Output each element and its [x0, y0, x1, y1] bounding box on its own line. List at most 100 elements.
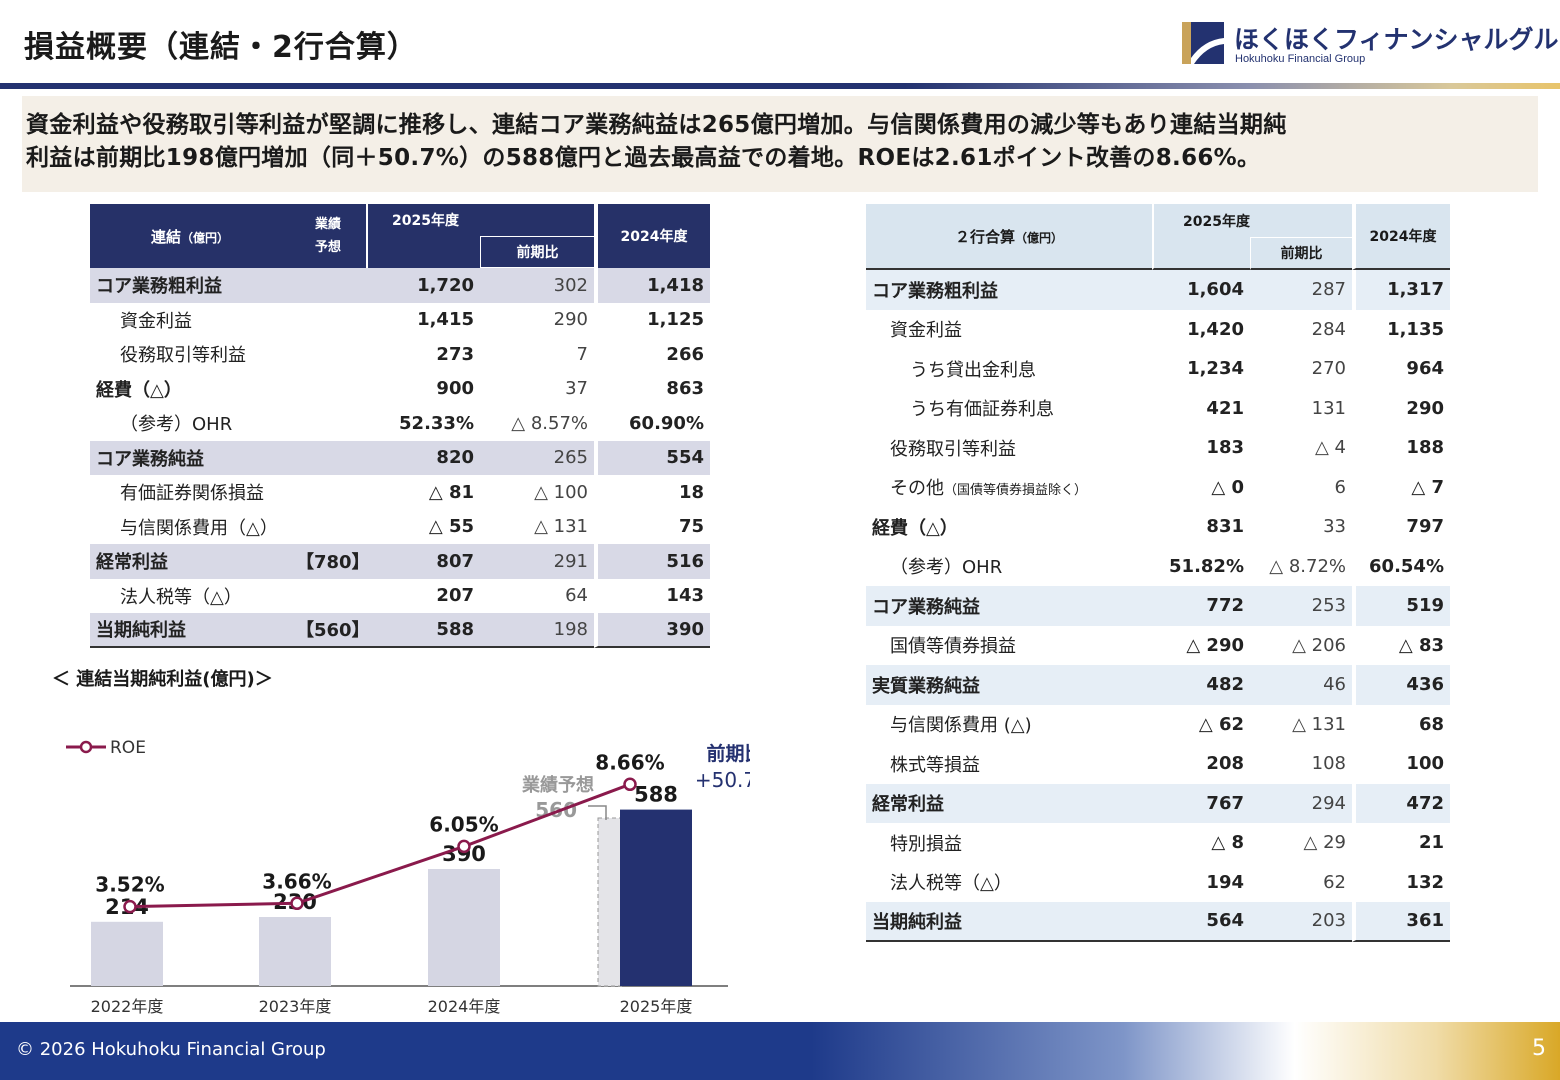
- table-row: 資金利益 1,420 284 1,135: [866, 309, 1450, 349]
- row-label-text: 特別損益: [890, 833, 962, 855]
- fy2025-cell: △ 62: [1198, 713, 1244, 735]
- table-row: コア業務粗利益 1,720 302 1,418: [90, 268, 710, 303]
- yoy-cell: 265: [480, 440, 594, 475]
- legend-marker: [79, 740, 93, 754]
- yoy-cell: 46: [1250, 665, 1352, 705]
- roe-point: [457, 839, 471, 854]
- roe-value-label: 3.66%: [262, 869, 331, 893]
- fy2025-cell: 807: [366, 544, 480, 579]
- forecast-cell: 【560】: [290, 613, 366, 648]
- table-row: うち有価証券利息 421 131 290: [866, 388, 1450, 428]
- fy2025-cell: △ 55: [428, 516, 474, 538]
- fy2025-cell: △ 290: [1186, 634, 1244, 656]
- header-fy2025: 2025年度: [1152, 204, 1250, 237]
- row-label-text: 資金利益: [890, 320, 962, 342]
- fy2024-cell: 472: [1352, 783, 1450, 823]
- company-logo: ほくほくフィナンシャルグループ Hokuhoku Financial Group: [1182, 22, 1560, 68]
- row-label: 役務取引等利益: [120, 345, 246, 367]
- fy2024-cell: 964: [1352, 349, 1450, 389]
- logo-english-text: Hokuhoku Financial Group: [1235, 53, 1366, 65]
- table-row: コア業務粗利益 1,604 287 1,317: [866, 270, 1450, 310]
- row-label-text: 株式等損益: [890, 754, 980, 776]
- row-label: コア業務純益: [90, 440, 290, 475]
- chart-title: ＜ 連結当期純利益(億円)＞: [52, 669, 273, 690]
- fy2024-cell: 290: [1352, 388, 1450, 428]
- yoy-cell: △ 100: [534, 481, 588, 503]
- logo-japanese-text: ほくほくフィナンシャルグループ: [1234, 25, 1560, 54]
- header-fy2024: 2024年度: [594, 204, 710, 268]
- fy2024-cell: 188: [1352, 428, 1450, 468]
- fy2024-cell: 390: [594, 613, 710, 648]
- table-row: コア業務純益 772 253 519: [866, 586, 1450, 626]
- row-label: 実質業務純益: [866, 665, 1152, 705]
- yoy-cell: 198: [480, 613, 594, 648]
- table-row: 経常利益 【780】 807 291 516: [90, 544, 710, 579]
- row-label-text: その他: [890, 478, 944, 500]
- table-row: 役務取引等利益 183 △ 4 188: [866, 428, 1450, 468]
- header-empty: [366, 236, 480, 268]
- fy2024-cell: 1,418: [594, 268, 710, 303]
- row-label-text: 法人税等（△）: [890, 873, 1012, 895]
- fy2025-cell: 208: [1206, 753, 1244, 775]
- header: 損益概要（連結・2行合算） ほくほくフィナンシャルグループ Hokuhoku F…: [0, 0, 1560, 89]
- row-label: 株式等損益: [866, 744, 1152, 784]
- fy2025-cell: △ 8: [1211, 832, 1244, 854]
- forecast-cell: [290, 372, 366, 407]
- forecast-cell: [290, 303, 366, 338]
- consolidated-table: 連結（億円） 業績 予想 2025年度 2024年度 前期比 コア業務粗利益 1,7…: [90, 204, 710, 648]
- row-label-text: 国債等債券損益: [890, 636, 1016, 658]
- fy2025-cell: 1,420: [1187, 318, 1244, 340]
- fy2025-cell: 772: [1152, 586, 1250, 626]
- fy2024-cell: 1,125: [594, 302, 710, 337]
- row-label-text: （参考）OHR: [890, 557, 1003, 579]
- fy2025-cell: 900: [436, 378, 474, 400]
- fy2024-cell: 266: [594, 337, 710, 372]
- yoy-cell: 64: [565, 585, 588, 607]
- x-tick-label: 2025年度: [620, 997, 693, 1016]
- forecast-bar: [597, 817, 625, 987]
- row-label: コア業務粗利益: [866, 270, 1152, 310]
- fy2024-cell: 132: [1352, 862, 1450, 902]
- fy2025-cell: △ 81: [428, 481, 474, 503]
- header-yoy: 前期比: [480, 236, 594, 268]
- table-row: 与信関係費用（△） △ 55 △ 131 75: [90, 509, 710, 545]
- yoy-cell: 203: [1250, 902, 1352, 942]
- header-divider: [0, 83, 1560, 89]
- fy2024-cell: 60.90%: [594, 406, 710, 441]
- forecast-cell: [290, 337, 366, 372]
- row-label-note: （国債等債券損益除く）: [944, 483, 1088, 499]
- x-tick-label: 2023年度: [259, 997, 332, 1016]
- row-label-text: 役務取引等利益: [890, 438, 1016, 460]
- page-title: 損益概要（連結・2行合算）: [24, 30, 418, 65]
- copyright: © 2026 Hokuhoku Financial Group: [16, 1039, 326, 1060]
- yoy-cell: 108: [1311, 753, 1346, 775]
- yoy-cell: 270: [1311, 358, 1346, 380]
- row-label: コア業務粗利益: [90, 268, 290, 303]
- fy2025-cell: 52.33%: [399, 412, 474, 434]
- fy2025-cell: 1,720: [366, 268, 480, 303]
- header-fy2024: 2024年度: [1352, 204, 1450, 270]
- summary-line-2: 利益は前期比198億円増加（同＋50.7%）の588億円と過去最高益での着地。R…: [26, 145, 1261, 171]
- forecast-cell: [290, 510, 366, 545]
- forecast-cell: [290, 440, 366, 475]
- forecast-cell: [290, 406, 366, 441]
- row-label: 与信関係費用（△）: [120, 517, 278, 539]
- yoy-cell: △ 4: [1314, 437, 1346, 459]
- row-label: 国債等債券損益: [866, 626, 1152, 666]
- yoy-annotation-value: +50.7%: [695, 768, 750, 792]
- net-income-chart: 560業績予想2142303905882022年度2023年度2024年度202…: [66, 738, 750, 1016]
- table-row: 有価証券関係損益 △ 81 △ 100 18: [90, 475, 710, 510]
- fy2024-cell: 797: [1352, 507, 1450, 547]
- fy2024-cell: 21: [1352, 823, 1450, 863]
- yoy-cell: 6: [1334, 476, 1346, 498]
- row-label-text: 実質業務純益: [872, 675, 980, 697]
- table-row: コア業務純益 820 265 554: [90, 440, 710, 475]
- table-row: 国債等債券損益 △ 290 △ 206 △ 83: [866, 625, 1450, 666]
- bar-2024年度: [428, 869, 500, 986]
- row-label: 経常利益: [90, 544, 290, 579]
- fy2024-cell: △ 7: [1352, 467, 1450, 507]
- yoy-cell: 131: [1311, 397, 1346, 419]
- two-bank-table: ２行合算（億円） 2025年度 2024年度 前期比 コア業務粗利益 1,604 2…: [866, 204, 1450, 942]
- yoy-cell: 253: [1250, 586, 1352, 626]
- table-row: 経常利益 767 294 472: [866, 783, 1450, 823]
